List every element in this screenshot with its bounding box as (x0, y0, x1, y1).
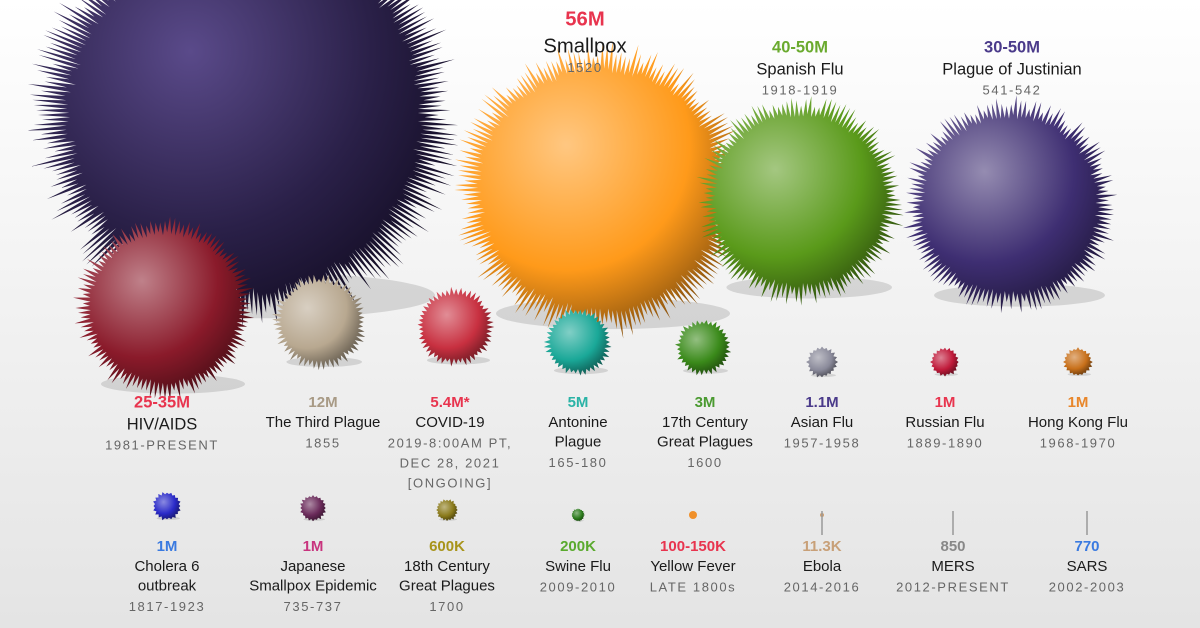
death-toll: 25-35M (134, 393, 190, 411)
pandemic-name: Great Plagues (657, 433, 753, 450)
pandemic-years: 2009-2010 (540, 579, 617, 594)
pandemic-name: The Third Plague (266, 414, 381, 431)
pandemic-note: [ONGOING] (408, 475, 492, 490)
death-toll: 1.1M (805, 394, 838, 411)
pandemic-years: LATE 1800s (650, 579, 737, 594)
death-toll: 40-50M (772, 38, 828, 56)
pandemic-ball (689, 511, 697, 519)
pandemic-years: 1968-1970 (1040, 435, 1117, 450)
pandemic-name: Cholera 6 (134, 558, 199, 575)
pandemic-name: Smallpox (543, 35, 626, 57)
pandemic-name: COVID-19 (415, 414, 484, 431)
death-toll: 1M (935, 394, 956, 411)
pandemic-years: 1700 (429, 599, 464, 614)
pandemic-years: 1817-1923 (129, 599, 206, 614)
pandemic-ball (1063, 347, 1093, 376)
pandemic-years: 1600 (687, 455, 722, 470)
death-toll: 770 (1074, 538, 1099, 555)
pandemic-name: Japanese (280, 558, 345, 575)
pandemic-name: 17th Century (662, 414, 748, 431)
pandemic-years: 1918-1919 (762, 83, 839, 98)
pandemic-ball (454, 40, 749, 339)
pandemic-ball (73, 216, 255, 401)
pandemic-ball (696, 96, 904, 306)
pandemic-ball (300, 495, 326, 522)
pandemic-years: 2014-2016 (784, 579, 861, 594)
pandemic-years: 1520 (567, 60, 602, 75)
pandemic-name: Hong Kong Flu (1028, 414, 1128, 431)
pandemic-ball (930, 347, 959, 377)
balls (26, 0, 1118, 535)
pandemic-name: Antonine (548, 414, 607, 431)
pandemic-years: 735-737 (284, 599, 343, 614)
death-toll: 1M (303, 538, 324, 555)
pandemic-name: Swine Flu (545, 558, 611, 575)
pandemic-ball (571, 508, 585, 522)
pandemic-years: DEC 28, 2021 (400, 455, 501, 470)
death-toll: 30-50M (984, 38, 1040, 56)
pandemic-years: 2002-2003 (1049, 579, 1126, 594)
death-toll: 600K (429, 538, 465, 555)
pandemic-name: MERS (931, 558, 974, 575)
pandemic-ball (675, 320, 732, 376)
pandemic-name: 18th Century (404, 558, 490, 575)
pandemic-ball (436, 499, 458, 521)
death-toll: 3M (695, 394, 716, 411)
pandemic-ball (417, 286, 495, 367)
pandemic-years: 1981-PRESENT (105, 438, 219, 453)
pandemic-ball (902, 95, 1118, 314)
pandemic-name: Ebola (803, 558, 842, 575)
pandemic-name: HIV/AIDS (127, 415, 198, 433)
death-toll: 100-150K (660, 538, 726, 555)
pandemic-name: Great Plagues (399, 577, 495, 594)
pandemic-years: 1889-1890 (907, 435, 984, 450)
death-toll: 12M (308, 394, 337, 411)
pandemic-name: SARS (1067, 558, 1108, 575)
labels: 56M Smallpox 1520 40-50M Spanish Flu 1918-191… (105, 8, 1128, 614)
pandemic-ball (543, 309, 612, 376)
pandemic-name: Plague of Justinian (942, 60, 1081, 78)
pandemic-name: Smallpox Epidemic (249, 577, 377, 594)
death-toll: 11.3K (802, 538, 841, 555)
death-toll: 200K (560, 538, 596, 555)
death-toll: 1M (1068, 394, 1089, 411)
pandemic-years: 2019-8:00AM PT, (388, 435, 512, 450)
pandemic-ball (806, 346, 838, 378)
pandemic-years: 165-180 (549, 455, 608, 470)
pandemic-name: Asian Flu (791, 414, 854, 431)
pandemic-ball (271, 274, 366, 371)
death-toll: 5M (568, 394, 589, 411)
pandemic-years: 2012-PRESENT (896, 579, 1010, 594)
death-toll: 56M (565, 8, 604, 30)
pandemic-name: Plague (555, 433, 602, 450)
pandemic-name: outbreak (138, 577, 197, 594)
death-toll: 5.4M* (430, 394, 469, 411)
pandemic-name: Russian Flu (905, 414, 984, 431)
pandemic-name: Yellow Fever (650, 558, 735, 575)
death-toll: 1M (157, 538, 178, 555)
pandemic-years: 1855 (305, 435, 340, 450)
pandemic-years: 541-542 (983, 83, 1042, 98)
death-toll: 850 (940, 538, 965, 555)
pandemic-ball (153, 492, 181, 521)
pandemic-years: 1957-1958 (784, 435, 861, 450)
pandemic-name: Spanish Flu (756, 60, 843, 78)
